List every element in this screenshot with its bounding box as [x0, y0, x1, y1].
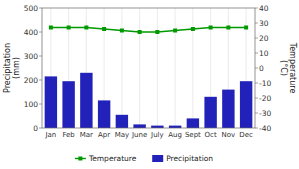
y2-tick-label: 10: [259, 49, 269, 58]
bar: [133, 124, 145, 128]
y-tick: [39, 32, 42, 33]
marker: [84, 26, 88, 30]
y2-axis-label-line: Temperature: [288, 42, 297, 94]
y2-tick-label: 40: [259, 4, 269, 13]
y2-tick-label: -10: [259, 79, 271, 88]
x-tick-label: Nov: [222, 131, 236, 139]
y-tick: [39, 8, 42, 9]
marker: [173, 29, 177, 33]
bar: [80, 73, 92, 128]
bar: [222, 90, 234, 128]
grid-line: [121, 8, 122, 128]
y2-tick: [255, 83, 258, 84]
marker: [102, 27, 106, 31]
bar: [116, 115, 128, 128]
legend-label: Precipitation: [166, 154, 213, 163]
bar: [204, 97, 216, 128]
marker: [244, 26, 248, 30]
bar: [98, 100, 110, 128]
grid-line: [175, 8, 176, 128]
y-tick: [39, 56, 42, 57]
y-tick: [39, 80, 42, 81]
legend-marker: [78, 157, 82, 161]
marker: [191, 27, 195, 31]
plot-area: [45, 26, 253, 129]
y-tick-label: 400: [24, 28, 39, 37]
x-tick-label: Apr: [98, 131, 110, 139]
grid-line: [139, 8, 140, 128]
marker: [226, 26, 230, 30]
legend-swatch: [152, 155, 163, 162]
x-tick-label: Feb: [62, 131, 75, 139]
x-tick-label: Aug: [168, 131, 182, 139]
x-tick-label: Jan: [44, 131, 56, 139]
bar: [169, 126, 181, 128]
marker: [120, 29, 124, 33]
bar: [187, 118, 199, 128]
y2-tick-label: -40: [259, 124, 271, 133]
grid-line: [157, 8, 158, 128]
y-tick-label: 300: [24, 52, 39, 61]
y2-tick: [255, 53, 258, 54]
line: [51, 28, 246, 33]
y-tick-label: 100: [24, 100, 39, 109]
y2-tick-label: -20: [259, 94, 271, 103]
marker: [138, 30, 142, 34]
marker: [49, 26, 53, 30]
y2-tick-label: -30: [259, 109, 271, 118]
x-tick-label: July: [150, 131, 164, 139]
bar: [240, 81, 252, 128]
plot-frame: [42, 8, 255, 128]
bar: [45, 76, 57, 128]
x-tick-label: Sept: [185, 131, 201, 139]
y2-tick: [255, 8, 258, 9]
x-tick-label: Oct: [205, 131, 217, 139]
legend: Temperature Precipitation: [75, 154, 213, 163]
bar: [62, 81, 74, 128]
marker: [155, 30, 159, 34]
y-tick-label: 200: [24, 76, 39, 85]
chart: Jan Feb Mar Apr MayJuneJuly AugSept Oct NovDec 0…: [0, 0, 299, 169]
marker: [67, 26, 71, 30]
y2-tick: [255, 98, 258, 99]
x-tick-label: June: [131, 131, 147, 139]
y-tick: [39, 104, 42, 105]
y2-tick-label: 0: [259, 64, 264, 73]
y2-tick: [255, 128, 258, 129]
y-tick-label: 500: [24, 4, 39, 13]
y-axis-label-line: Precipitation: [3, 43, 12, 93]
y2-tick: [255, 68, 258, 69]
y-tick: [39, 128, 42, 129]
y2-axis-label: Temperature(°C): [279, 42, 297, 94]
x-tick-label: May: [115, 131, 129, 139]
y2-tick: [255, 23, 258, 24]
marker: [209, 26, 213, 30]
y2-tick: [255, 38, 258, 39]
y-axis-label-line: (mm): [12, 57, 21, 79]
bar: [151, 126, 163, 128]
y2-tick-label: 30: [259, 19, 269, 28]
y2-tick: [255, 113, 258, 114]
x-tick-label: Mar: [80, 131, 93, 139]
legend-label: Temperature: [88, 154, 137, 163]
grid-line: [192, 8, 193, 128]
y2-axis-label-line: (°C): [279, 60, 288, 76]
y-tick-label: 0: [33, 124, 38, 133]
y2-tick-label: 20: [259, 34, 269, 43]
y-axis-label: Precipitation(mm): [3, 43, 21, 93]
x-tick-label: Dec: [239, 131, 253, 139]
